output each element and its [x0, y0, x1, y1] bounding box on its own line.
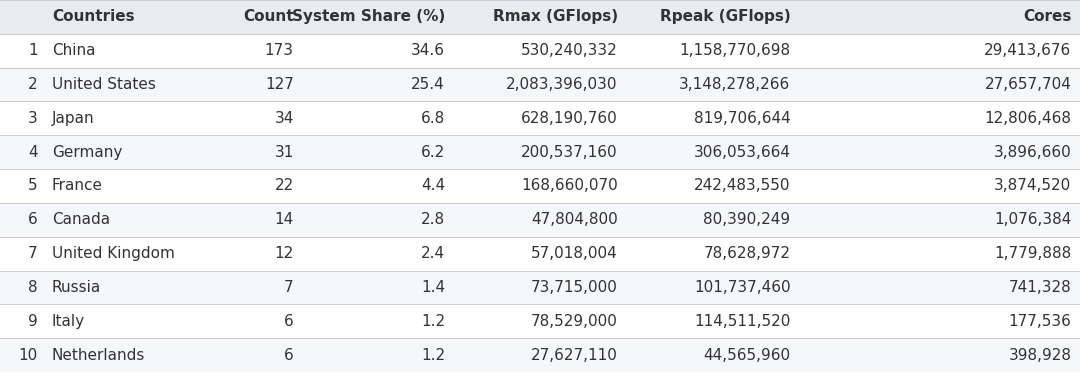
Text: Netherlands: Netherlands: [52, 347, 145, 363]
Bar: [0, 237, 1080, 270]
Text: 73,715,000: 73,715,000: [531, 280, 618, 295]
Text: 530,240,332: 530,240,332: [521, 43, 618, 58]
Text: 5: 5: [28, 179, 38, 193]
Text: 12,806,468: 12,806,468: [984, 111, 1071, 126]
Text: 398,928: 398,928: [1009, 347, 1071, 363]
Text: 80,390,249: 80,390,249: [703, 212, 791, 227]
Text: 3,896,660: 3,896,660: [994, 145, 1071, 160]
Text: 2,083,396,030: 2,083,396,030: [507, 77, 618, 92]
Text: 10: 10: [18, 347, 38, 363]
Text: 306,053,664: 306,053,664: [693, 145, 791, 160]
Text: 27,627,110: 27,627,110: [531, 347, 618, 363]
Bar: [0, 338, 1080, 372]
Bar: [0, 135, 1080, 169]
Text: 1: 1: [28, 43, 38, 58]
Text: 57,018,004: 57,018,004: [531, 246, 618, 261]
Text: United Kingdom: United Kingdom: [52, 246, 175, 261]
Text: Countries: Countries: [52, 9, 135, 25]
Text: 177,536: 177,536: [1009, 314, 1071, 329]
Bar: [0, 270, 1080, 304]
Text: 78,628,972: 78,628,972: [703, 246, 791, 261]
Text: France: France: [52, 179, 103, 193]
Text: 114,511,520: 114,511,520: [694, 314, 791, 329]
Text: 1.4: 1.4: [421, 280, 445, 295]
Text: 2: 2: [28, 77, 38, 92]
Text: Canada: Canada: [52, 212, 110, 227]
Bar: [0, 0, 1080, 34]
Text: 27,657,704: 27,657,704: [985, 77, 1071, 92]
Text: 819,706,644: 819,706,644: [693, 111, 791, 126]
Text: 3: 3: [28, 111, 38, 126]
Text: 22: 22: [274, 179, 294, 193]
Text: 78,529,000: 78,529,000: [531, 314, 618, 329]
Text: 4: 4: [28, 145, 38, 160]
Text: Germany: Germany: [52, 145, 122, 160]
Text: 101,737,460: 101,737,460: [694, 280, 791, 295]
Text: 29,413,676: 29,413,676: [984, 43, 1071, 58]
Text: 34: 34: [274, 111, 294, 126]
Text: Cores: Cores: [1023, 9, 1071, 25]
Text: 6.8: 6.8: [421, 111, 445, 126]
Text: 7: 7: [284, 280, 294, 295]
Text: 173: 173: [265, 43, 294, 58]
Text: Rmax (GFlops): Rmax (GFlops): [492, 9, 618, 25]
Text: 7: 7: [28, 246, 38, 261]
Text: 242,483,550: 242,483,550: [694, 179, 791, 193]
Bar: [0, 68, 1080, 102]
Text: United States: United States: [52, 77, 156, 92]
Text: 628,190,760: 628,190,760: [521, 111, 618, 126]
Text: 168,660,070: 168,660,070: [521, 179, 618, 193]
Bar: [0, 203, 1080, 237]
Text: 34.6: 34.6: [411, 43, 445, 58]
Text: 6: 6: [284, 314, 294, 329]
Bar: [0, 102, 1080, 135]
Text: 1,076,384: 1,076,384: [994, 212, 1071, 227]
Text: Count: Count: [243, 9, 294, 25]
Text: 6.2: 6.2: [421, 145, 445, 160]
Text: 44,565,960: 44,565,960: [703, 347, 791, 363]
Text: 2.8: 2.8: [421, 212, 445, 227]
Text: 1,158,770,698: 1,158,770,698: [679, 43, 791, 58]
Text: 8: 8: [28, 280, 38, 295]
Text: Rpeak (GFlops): Rpeak (GFlops): [660, 9, 791, 25]
Text: 2.4: 2.4: [421, 246, 445, 261]
Text: Italy: Italy: [52, 314, 85, 329]
Bar: [0, 304, 1080, 338]
Text: 200,537,160: 200,537,160: [522, 145, 618, 160]
Text: System Share (%): System Share (%): [292, 9, 445, 25]
Text: China: China: [52, 43, 95, 58]
Text: 1,779,888: 1,779,888: [994, 246, 1071, 261]
Text: 3,148,278,266: 3,148,278,266: [679, 77, 791, 92]
Text: 1.2: 1.2: [421, 314, 445, 329]
Text: 31: 31: [274, 145, 294, 160]
Text: 6: 6: [28, 212, 38, 227]
Text: 47,804,800: 47,804,800: [531, 212, 618, 227]
Bar: [0, 34, 1080, 68]
Text: 9: 9: [28, 314, 38, 329]
Text: 127: 127: [265, 77, 294, 92]
Text: 3,874,520: 3,874,520: [994, 179, 1071, 193]
Text: 1.2: 1.2: [421, 347, 445, 363]
Text: 6: 6: [284, 347, 294, 363]
Bar: [0, 169, 1080, 203]
Text: Russia: Russia: [52, 280, 102, 295]
Text: 25.4: 25.4: [411, 77, 445, 92]
Text: 14: 14: [274, 212, 294, 227]
Text: 741,328: 741,328: [1009, 280, 1071, 295]
Text: Japan: Japan: [52, 111, 94, 126]
Text: 12: 12: [274, 246, 294, 261]
Text: 4.4: 4.4: [421, 179, 445, 193]
